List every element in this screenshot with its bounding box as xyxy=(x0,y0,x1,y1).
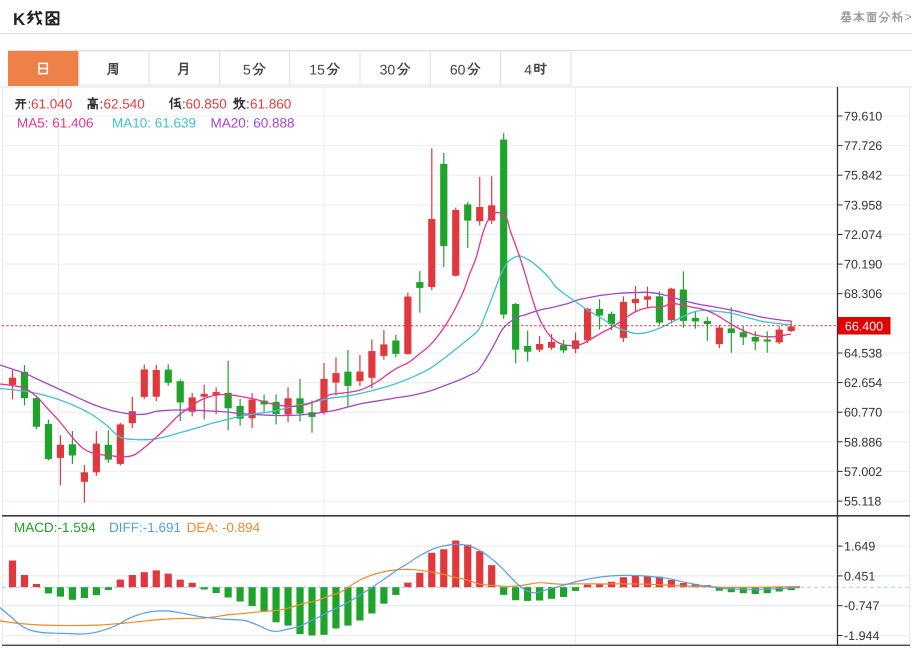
svg-text:4: 4 xyxy=(524,62,532,78)
svg-text:MA5: 61.406: MA5: 61.406 xyxy=(17,116,94,131)
svg-text:1.649: 1.649 xyxy=(844,540,875,554)
svg-text:73.958: 73.958 xyxy=(844,198,882,212)
svg-text:58.886: 58.886 xyxy=(844,435,882,449)
svg-text:>: > xyxy=(905,10,912,24)
svg-text:55.118: 55.118 xyxy=(844,495,881,509)
svg-text:61.860: 61.860 xyxy=(250,96,291,111)
svg-text::: : xyxy=(28,96,32,111)
svg-text:79.610: 79.610 xyxy=(844,110,882,124)
svg-text:K: K xyxy=(13,10,26,29)
svg-text::: : xyxy=(246,96,250,111)
svg-text:72.074: 72.074 xyxy=(844,228,882,242)
svg-text:DIFF:-1.691: DIFF:-1.691 xyxy=(109,520,181,535)
svg-text:MA10: 61.639: MA10: 61.639 xyxy=(112,116,196,131)
svg-text:15: 15 xyxy=(309,62,325,78)
svg-text:60.770: 60.770 xyxy=(844,406,882,420)
svg-text:0.451: 0.451 xyxy=(844,569,875,583)
svg-text:5: 5 xyxy=(243,62,251,78)
svg-text::: : xyxy=(182,96,186,111)
svg-text:DEA: -0.894: DEA: -0.894 xyxy=(187,520,261,535)
svg-text:-0.747: -0.747 xyxy=(844,599,879,613)
svg-text:57.002: 57.002 xyxy=(844,465,882,479)
svg-text:61.040: 61.040 xyxy=(31,96,72,111)
svg-text:77.726: 77.726 xyxy=(844,139,882,153)
svg-text:62.540: 62.540 xyxy=(104,96,145,111)
svg-text:30: 30 xyxy=(380,62,396,78)
svg-text:68.306: 68.306 xyxy=(844,287,882,301)
svg-text:60.850: 60.850 xyxy=(186,96,227,111)
svg-text:-1.944: -1.944 xyxy=(844,629,879,643)
svg-text:MACD:-1.594: MACD:-1.594 xyxy=(14,520,96,535)
svg-text:60: 60 xyxy=(450,62,466,78)
svg-text:64.538: 64.538 xyxy=(844,347,882,361)
svg-text::: : xyxy=(100,96,104,111)
svg-text:62.654: 62.654 xyxy=(844,376,882,390)
svg-text:70.190: 70.190 xyxy=(844,258,882,272)
svg-text:75.842: 75.842 xyxy=(844,169,882,183)
svg-text:66.400: 66.400 xyxy=(845,319,883,333)
svg-text:MA20: 60.888: MA20: 60.888 xyxy=(211,116,295,131)
